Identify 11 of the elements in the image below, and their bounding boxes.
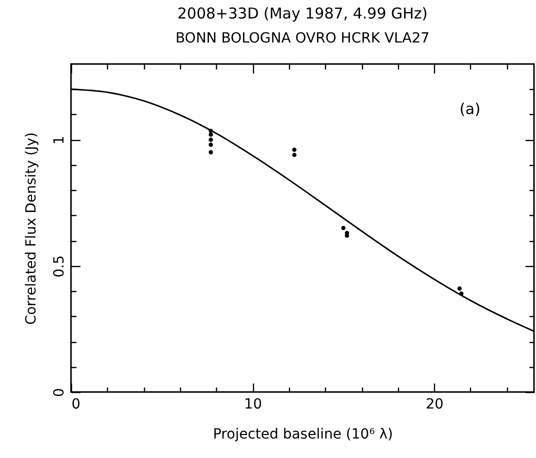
x-tick-label: 20 bbox=[426, 396, 444, 412]
annotation: (a) bbox=[460, 100, 480, 118]
y-tick-label: 0.5 bbox=[52, 255, 68, 278]
x-tick-label: 10 bbox=[244, 396, 262, 412]
chart-title: 2008+33D (May 1987, 4.99 GHz) bbox=[177, 4, 428, 22]
y-tick-label: 0 bbox=[52, 388, 68, 397]
chart-subtitle: BONN BOLOGNA OVRO HCRK VLA27 bbox=[175, 30, 430, 46]
y-tick-label: 1 bbox=[52, 136, 68, 145]
x-axis-title: Projected baseline (10⁶ λ) bbox=[212, 426, 394, 442]
y-axis-title: Correlated Flux Density (Jy) bbox=[24, 132, 40, 325]
x-tick-label: 0 bbox=[72, 396, 80, 412]
